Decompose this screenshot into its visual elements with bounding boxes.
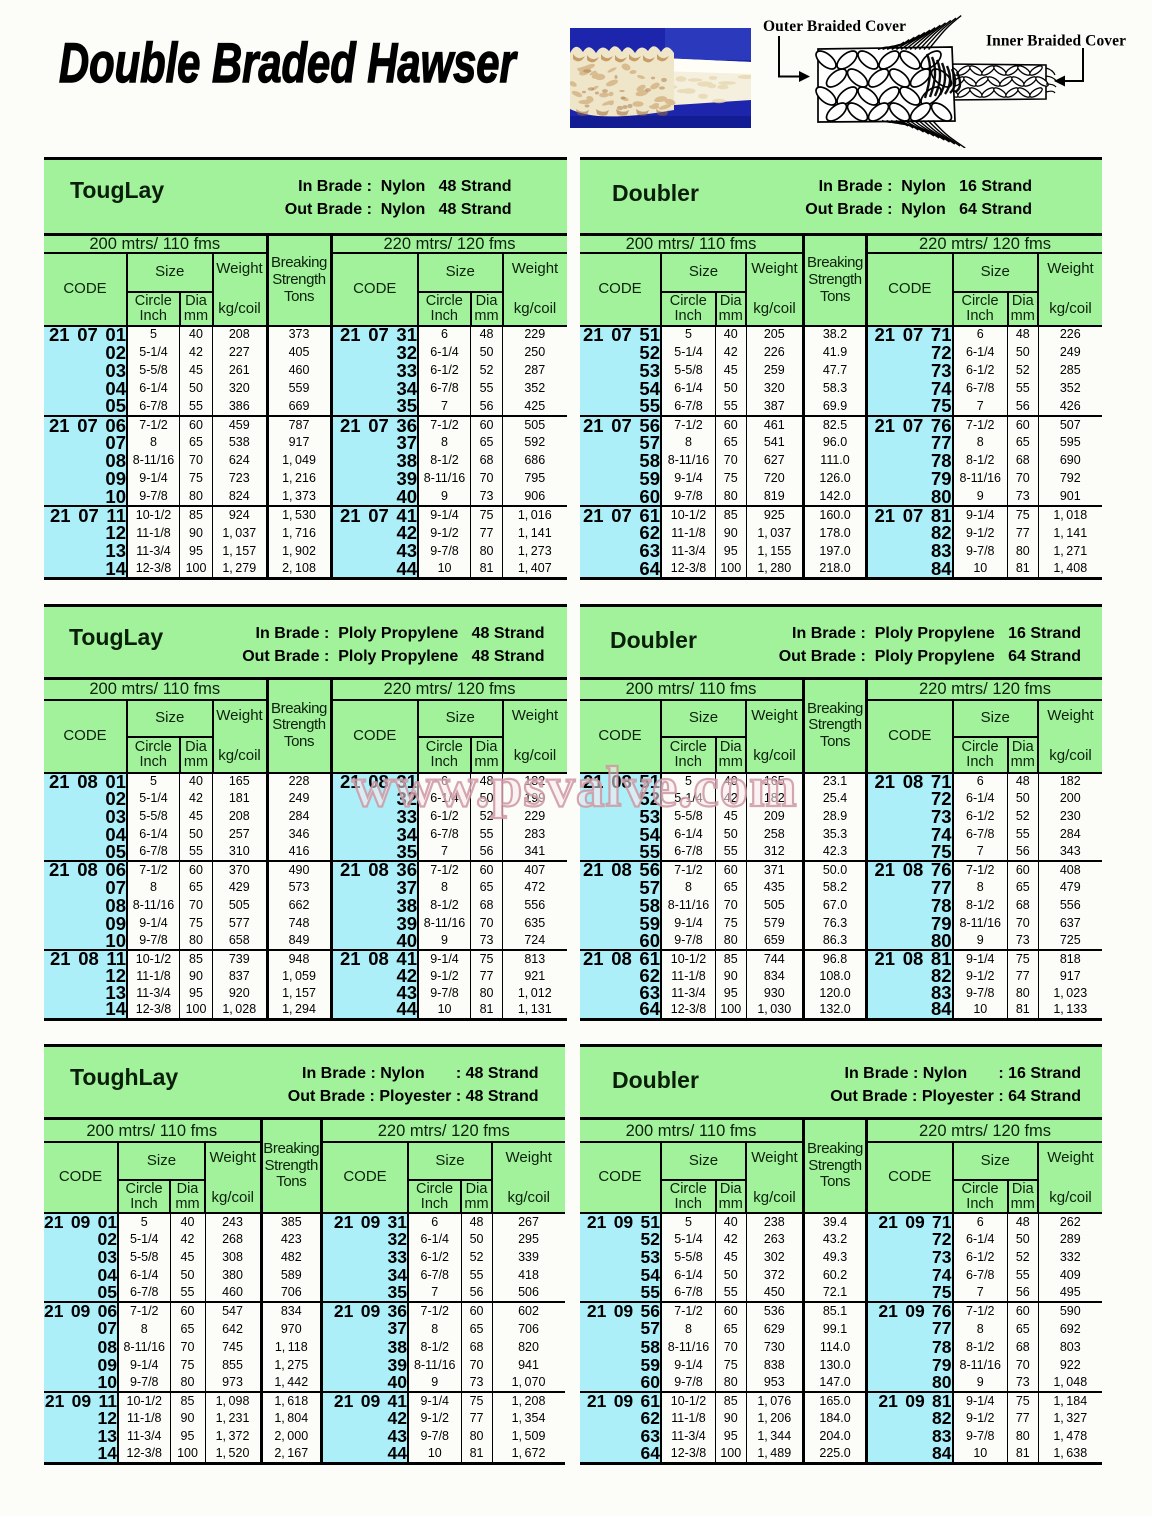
svg-text:Outer Braided Cover: Outer Braided Cover [763,18,906,35]
svg-text:Inner Braided Cover: Inner Braided Cover [986,33,1126,50]
